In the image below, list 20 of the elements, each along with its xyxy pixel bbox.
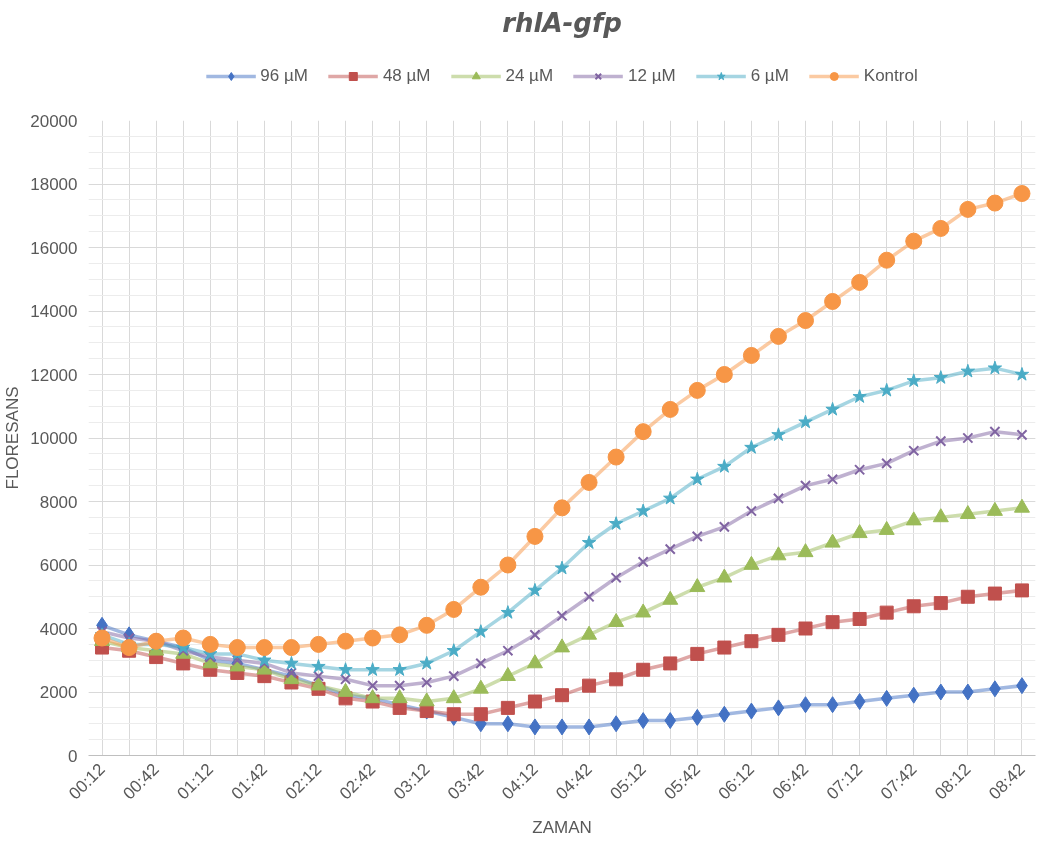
chart-title: rhlA-gfp (502, 7, 622, 38)
legend-label: 12 µM (628, 66, 676, 86)
legend-label: Kontrol (863, 66, 918, 86)
x-axis-title: ZAMAN (532, 818, 592, 838)
y-tick-label: 12000 (30, 365, 78, 385)
legend-label: 24 µM (505, 66, 554, 86)
y-axis-title: FLORESANS (3, 386, 23, 490)
y-tick-label: 18000 (30, 175, 78, 194)
y-tick-label: 16000 (30, 238, 78, 258)
y-tick-label: 6000 (39, 556, 78, 575)
legend-label: 6 µM (750, 66, 789, 86)
y-tick-label: 14000 (30, 302, 78, 321)
y-tick-label: 10000 (30, 429, 78, 448)
legend-label: 48 µM (382, 66, 431, 86)
y-tick-label: 8000 (39, 492, 78, 512)
legend-label: 96 µM (260, 66, 308, 86)
y-tick-label: 2000 (39, 683, 78, 702)
y-tick-label: 4000 (39, 619, 78, 639)
y-tick-label: 0 (68, 746, 78, 766)
y-tick-label: 20000 (30, 111, 78, 131)
